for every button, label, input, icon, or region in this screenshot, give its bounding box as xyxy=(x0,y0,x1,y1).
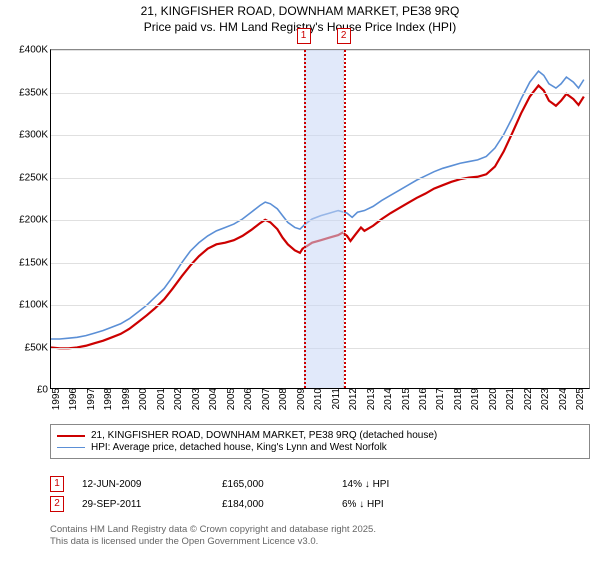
y-axis-label: £300K xyxy=(19,130,51,141)
x-axis-label: 2010 xyxy=(309,388,324,410)
reference-marker-icon: 1 xyxy=(50,476,64,492)
footer-line-2: This data is licensed under the Open Gov… xyxy=(50,536,318,547)
x-axis-label: 1995 xyxy=(47,388,62,410)
x-axis-label: 2025 xyxy=(571,388,586,410)
reference-price: £165,000 xyxy=(222,479,342,490)
reference-row: 2 29-SEP-2011 £184,000 6% ↓ HPI xyxy=(50,496,590,512)
x-axis-label: 2002 xyxy=(169,388,184,410)
x-axis-label: 2020 xyxy=(484,388,499,410)
x-axis-label: 2009 xyxy=(292,388,307,410)
x-axis-label: 2015 xyxy=(397,388,412,410)
reference-table: 1 12-JUN-2009 £165,000 14% ↓ HPI 2 29-SE… xyxy=(50,472,590,516)
x-axis-label: 2019 xyxy=(466,388,481,410)
x-axis-label: 2017 xyxy=(431,388,446,410)
x-axis-label: 1998 xyxy=(99,388,114,410)
x-axis-label: 1996 xyxy=(64,388,79,410)
legend-swatch xyxy=(57,435,85,437)
x-axis-label: 2023 xyxy=(536,388,551,410)
x-axis-label: 2012 xyxy=(344,388,359,410)
legend-label: 21, KINGFISHER ROAD, DOWNHAM MARKET, PE3… xyxy=(91,430,437,441)
x-axis-label: 2008 xyxy=(274,388,289,410)
x-axis-label: 2021 xyxy=(501,388,516,410)
y-axis-label: £350K xyxy=(19,87,51,98)
x-axis-label: 2004 xyxy=(204,388,219,410)
legend-item: HPI: Average price, detached house, King… xyxy=(57,442,583,453)
highlight-band xyxy=(304,50,344,388)
legend-label: HPI: Average price, detached house, King… xyxy=(91,442,387,453)
x-axis-label: 1999 xyxy=(117,388,132,410)
x-axis-label: 2013 xyxy=(362,388,377,410)
reference-marker-icon: 2 xyxy=(50,496,64,512)
marker-label-box: 1 xyxy=(297,28,311,44)
y-axis-label: £100K xyxy=(19,300,51,311)
x-axis-label: 2001 xyxy=(152,388,167,410)
reference-delta: 6% ↓ HPI xyxy=(342,499,462,510)
x-axis-label: 2006 xyxy=(239,388,254,410)
x-axis-label: 2018 xyxy=(449,388,464,410)
x-axis-label: 2011 xyxy=(327,388,342,410)
y-axis-label: £250K xyxy=(19,172,51,183)
y-axis-label: £50K xyxy=(25,342,51,353)
chart-plot-area: £0£50K£100K£150K£200K£250K£300K£350K£400… xyxy=(50,49,590,389)
x-axis-label: 2005 xyxy=(222,388,237,410)
x-axis-label: 2000 xyxy=(134,388,149,410)
reference-delta: 14% ↓ HPI xyxy=(342,479,462,490)
legend-swatch xyxy=(57,447,85,448)
reference-date: 12-JUN-2009 xyxy=(82,479,222,490)
title-line-1: 21, KINGFISHER ROAD, DOWNHAM MARKET, PE3… xyxy=(141,4,460,18)
y-axis-label: £200K xyxy=(19,215,51,226)
x-axis-label: 2022 xyxy=(519,388,534,410)
y-axis-label: £400K xyxy=(19,45,51,56)
footer-attribution: Contains HM Land Registry data © Crown c… xyxy=(50,524,376,549)
x-axis-label: 2003 xyxy=(187,388,202,410)
x-axis-label: 2016 xyxy=(414,388,429,410)
x-axis-label: 1997 xyxy=(82,388,97,410)
footer-line-1: Contains HM Land Registry data © Crown c… xyxy=(50,524,376,535)
marker-line xyxy=(344,50,346,388)
x-axis-label: 2024 xyxy=(554,388,569,410)
marker-label-box: 2 xyxy=(337,28,351,44)
reference-row: 1 12-JUN-2009 £165,000 14% ↓ HPI xyxy=(50,476,590,492)
legend-item: 21, KINGFISHER ROAD, DOWNHAM MARKET, PE3… xyxy=(57,430,583,441)
legend-box: 21, KINGFISHER ROAD, DOWNHAM MARKET, PE3… xyxy=(50,424,590,459)
marker-line xyxy=(304,50,306,388)
x-axis-label: 2014 xyxy=(379,388,394,410)
y-axis-label: £150K xyxy=(19,257,51,268)
reference-date: 29-SEP-2011 xyxy=(82,499,222,510)
x-axis-label: 2007 xyxy=(257,388,272,410)
reference-price: £184,000 xyxy=(222,499,342,510)
